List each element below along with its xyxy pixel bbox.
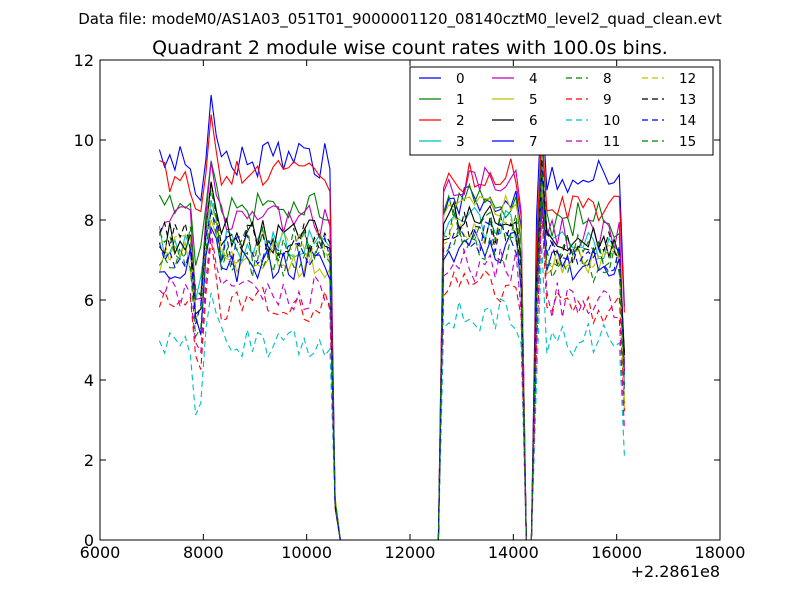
y-tick-label: 6 — [84, 291, 94, 310]
legend-box — [409, 66, 714, 156]
legend-label-12: 12 — [679, 71, 696, 87]
series-line-10 — [158, 245, 625, 541]
y-tick-label: 4 — [84, 371, 94, 390]
legend-label-7: 7 — [529, 134, 538, 150]
x-tick-label: 14000 — [488, 543, 539, 562]
series-line-12 — [159, 168, 625, 541]
x-tick-label: 12000 — [385, 543, 436, 562]
x-offset-label: +2.2861e8 — [631, 562, 720, 581]
legend-label-8: 8 — [603, 71, 612, 87]
series-line-9 — [158, 212, 625, 541]
legend-label-14: 14 — [679, 113, 696, 129]
data-file-suptitle: Data file: modeM0/AS1A03_051T01_90000011… — [78, 10, 722, 29]
x-tick-label: 6000 — [80, 543, 121, 562]
legend-label-15: 15 — [679, 134, 696, 150]
x-tick-label: 18000 — [695, 543, 746, 562]
axis-ticks: 6000 8000 10000 12000 14000 16000 180000246810… — [74, 51, 746, 562]
legend-label-2: 2 — [456, 113, 465, 129]
y-tick-label: 2 — [84, 451, 94, 470]
legend-label-0: 0 — [456, 71, 465, 87]
legend-label-4: 4 — [529, 71, 538, 87]
legend-label-9: 9 — [603, 92, 612, 108]
x-tick-label: 8000 — [183, 543, 224, 562]
y-tick-label: 10 — [74, 131, 94, 150]
legend-label-11: 11 — [603, 134, 620, 150]
legend-label-10: 10 — [603, 113, 620, 129]
legend-label-1: 1 — [456, 92, 465, 108]
legend-label-13: 13 — [679, 92, 696, 108]
legend-label-6: 6 — [529, 113, 538, 129]
y-tick-label: 12 — [74, 51, 94, 70]
legend-label-3: 3 — [456, 134, 465, 150]
x-tick-label: 10000 — [281, 543, 332, 562]
y-tick-label: 0 — [84, 531, 94, 550]
x-tick-label: 16000 — [591, 543, 642, 562]
legend-label-5: 5 — [529, 92, 538, 108]
chart-title: Quadrant 2 module wise count rates with … — [152, 37, 668, 59]
y-tick-label: 8 — [84, 211, 94, 230]
